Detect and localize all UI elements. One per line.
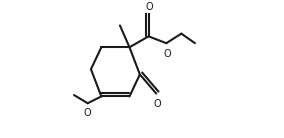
Text: O: O [153,99,161,109]
Text: O: O [83,108,91,118]
Text: O: O [163,49,171,59]
Text: O: O [145,2,153,12]
